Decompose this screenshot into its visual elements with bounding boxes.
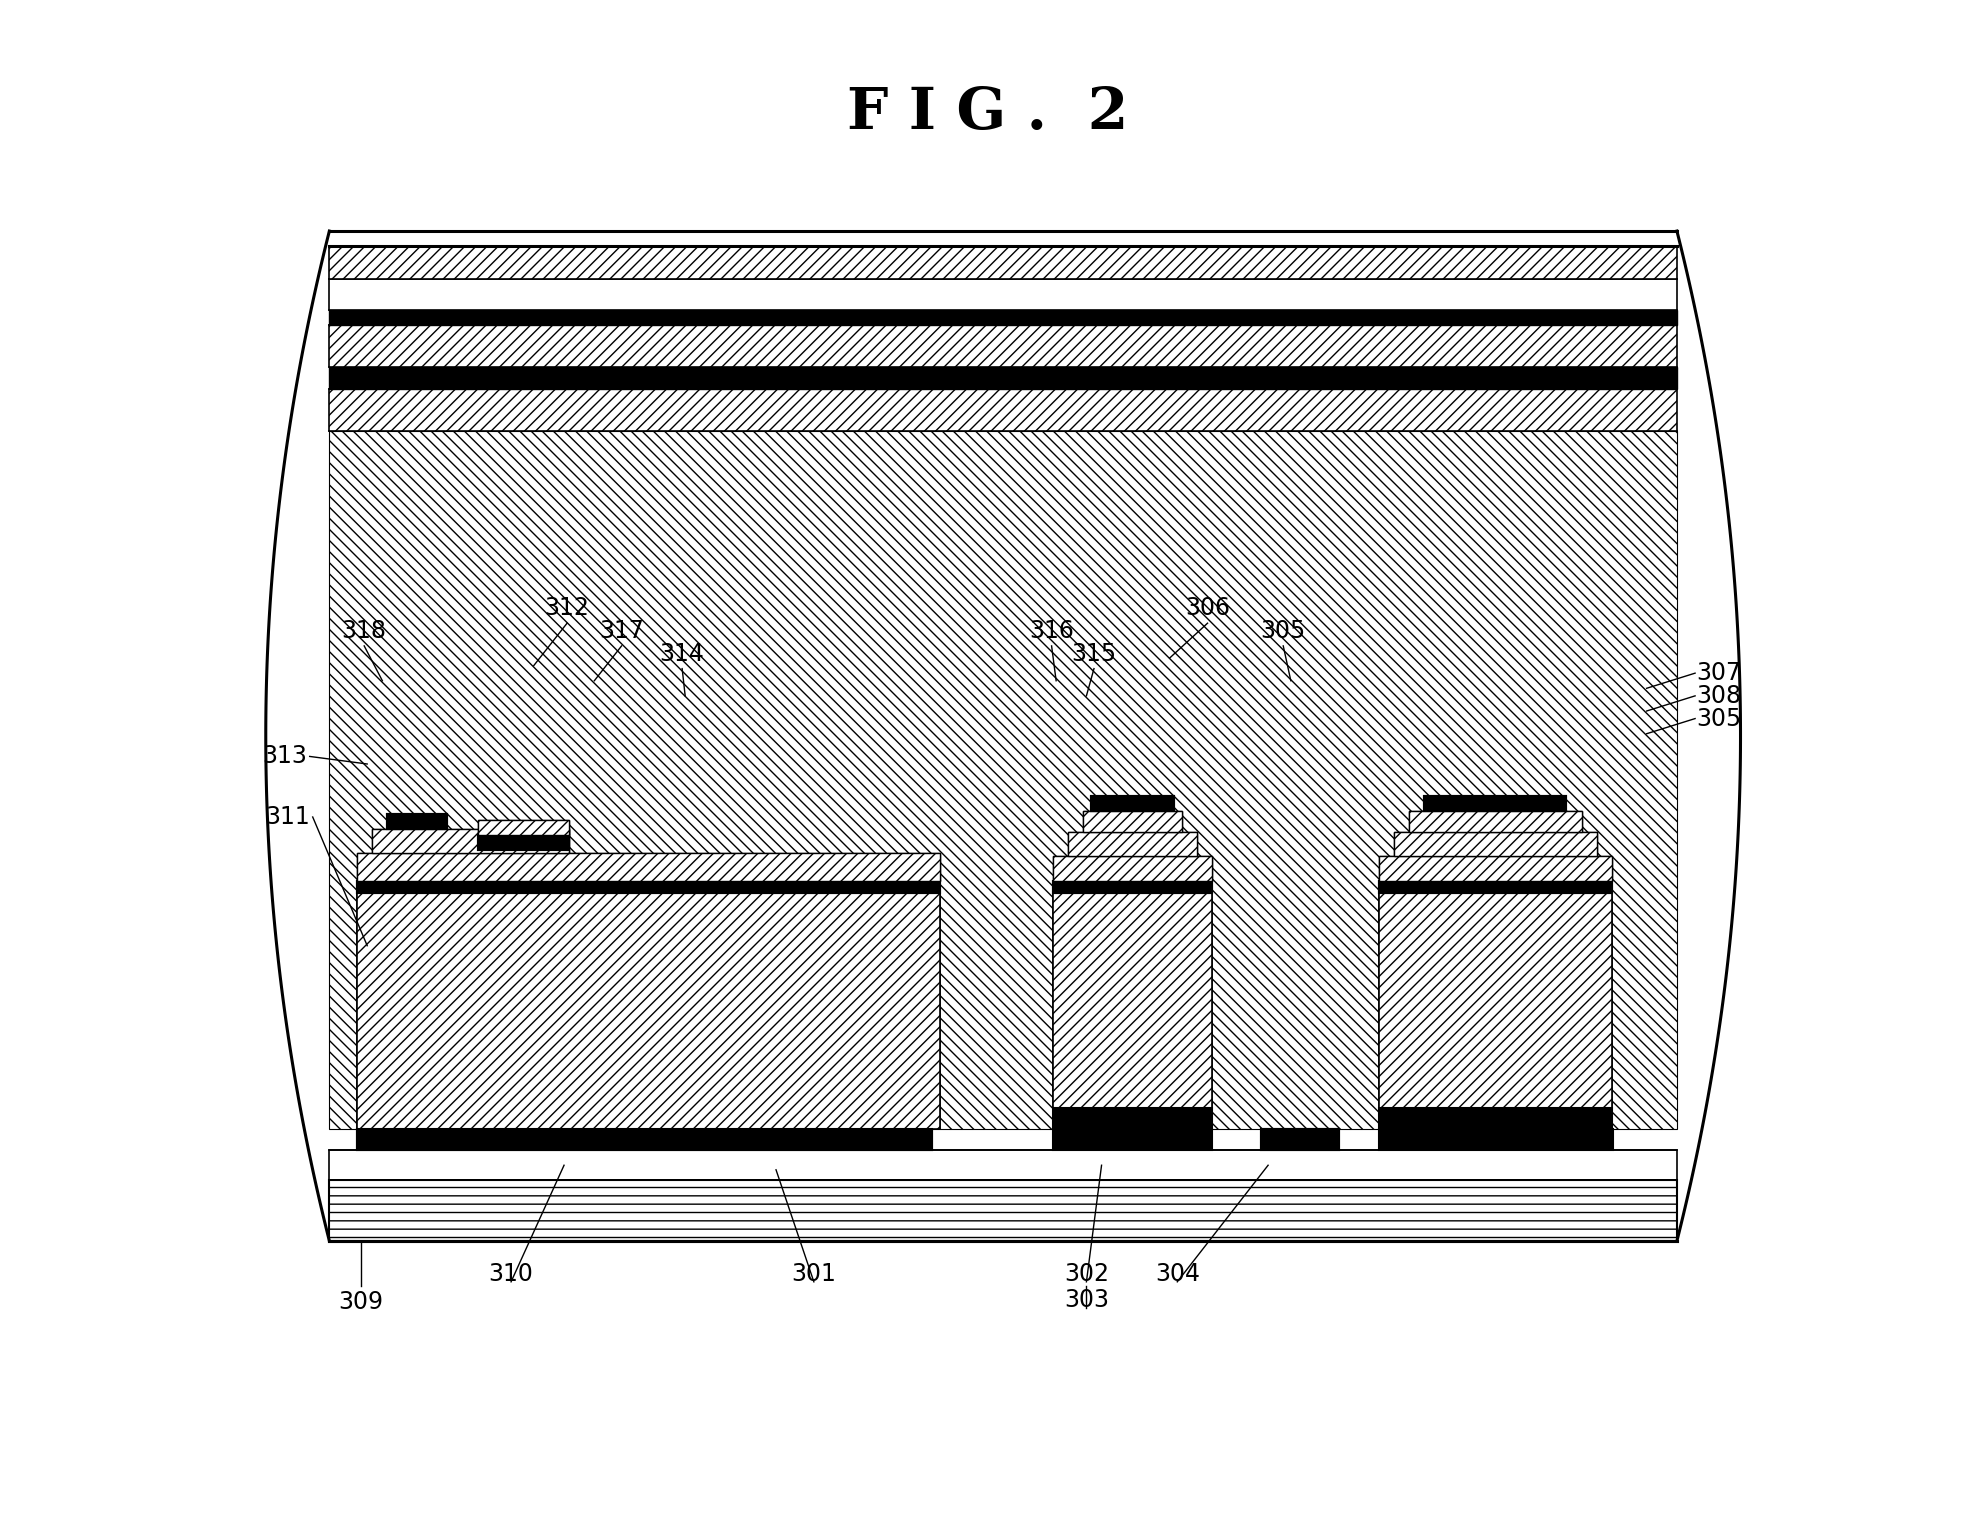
Bar xyxy=(1053,1108,1211,1129)
Text: 317: 317 xyxy=(599,619,644,643)
Bar xyxy=(356,892,939,1129)
Text: 306: 306 xyxy=(1186,596,1229,620)
Bar xyxy=(1379,892,1612,1129)
Bar xyxy=(1393,833,1597,856)
Bar xyxy=(330,325,1678,367)
Bar xyxy=(356,1129,933,1151)
Text: 307: 307 xyxy=(1697,662,1741,685)
Text: 301: 301 xyxy=(792,1262,836,1287)
Bar xyxy=(1379,880,1612,892)
Bar xyxy=(478,821,569,836)
Bar xyxy=(330,246,1678,280)
Bar xyxy=(356,1129,933,1151)
Bar xyxy=(1053,856,1211,880)
Bar xyxy=(1379,1129,1612,1151)
Text: 313: 313 xyxy=(261,744,306,769)
Text: 303: 303 xyxy=(1063,1288,1109,1313)
Bar xyxy=(1379,856,1612,880)
Text: 318: 318 xyxy=(342,619,387,643)
Bar xyxy=(1409,811,1581,833)
Text: 312: 312 xyxy=(545,596,589,620)
Bar xyxy=(371,830,569,853)
Bar xyxy=(1053,892,1211,1129)
Bar xyxy=(330,431,1678,1129)
Text: 309: 309 xyxy=(338,1290,383,1314)
Bar xyxy=(1053,892,1211,1129)
Bar xyxy=(1379,856,1612,880)
Bar xyxy=(356,853,939,880)
Text: 304: 304 xyxy=(1154,1262,1199,1287)
Bar xyxy=(1379,880,1612,892)
Bar xyxy=(1083,811,1182,833)
Text: 314: 314 xyxy=(660,642,705,666)
Bar xyxy=(1053,856,1211,880)
Bar xyxy=(1393,833,1597,856)
Text: 305: 305 xyxy=(1697,706,1743,730)
Text: F I G .  2: F I G . 2 xyxy=(848,86,1128,141)
Bar xyxy=(1379,1108,1612,1129)
Bar xyxy=(330,310,1678,325)
Text: 316: 316 xyxy=(1029,619,1075,643)
Bar xyxy=(330,388,1678,431)
Bar xyxy=(1053,1129,1211,1151)
Bar xyxy=(1425,796,1567,811)
Bar xyxy=(356,853,939,880)
Bar xyxy=(478,836,569,850)
Text: 311: 311 xyxy=(265,805,310,830)
Bar xyxy=(330,1151,1678,1181)
Bar xyxy=(478,836,569,850)
Bar xyxy=(330,1181,1678,1241)
Bar xyxy=(356,880,939,892)
Bar xyxy=(387,814,447,830)
Bar xyxy=(330,367,1678,388)
Bar xyxy=(1053,880,1211,892)
Bar xyxy=(1425,796,1567,811)
Bar xyxy=(1261,1129,1340,1151)
Bar xyxy=(1091,796,1174,811)
Bar xyxy=(356,892,939,1129)
Bar xyxy=(1069,833,1197,856)
Bar xyxy=(330,280,1678,310)
Bar xyxy=(1083,811,1182,833)
Bar xyxy=(371,830,569,853)
Bar xyxy=(1069,833,1197,856)
Bar xyxy=(478,821,569,836)
Bar xyxy=(1053,880,1211,892)
Bar xyxy=(356,880,939,892)
Bar xyxy=(1261,1129,1340,1151)
Bar xyxy=(1409,811,1581,833)
Text: 315: 315 xyxy=(1071,642,1116,666)
Text: 308: 308 xyxy=(1697,685,1741,707)
Text: 310: 310 xyxy=(488,1262,534,1287)
Bar xyxy=(387,814,447,830)
Text: 302: 302 xyxy=(1063,1262,1109,1287)
Bar xyxy=(1379,892,1612,1129)
Bar xyxy=(1091,796,1174,811)
Text: 305: 305 xyxy=(1261,619,1306,643)
